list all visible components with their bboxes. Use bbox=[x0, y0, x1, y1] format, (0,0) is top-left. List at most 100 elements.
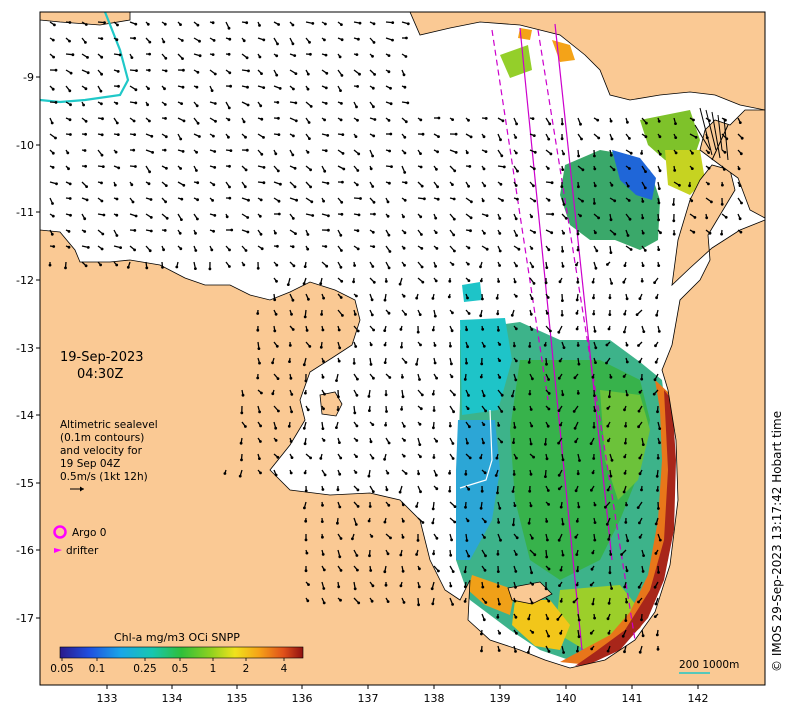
velocity-arrowhead bbox=[209, 268, 212, 271]
velocity-arrowhead bbox=[557, 331, 560, 334]
velocity-arrowhead bbox=[692, 119, 695, 122]
velocity-arrowhead bbox=[278, 213, 281, 216]
velocity-arrowhead bbox=[481, 586, 484, 589]
velocity-arrowhead bbox=[435, 440, 438, 443]
velocity-arrowhead bbox=[292, 88, 295, 91]
velocity-arrowhead bbox=[530, 328, 533, 331]
velocity-arrowhead bbox=[609, 571, 612, 574]
velocity-arrowhead bbox=[610, 587, 613, 590]
velocity-arrowhead bbox=[590, 442, 593, 445]
velocity-arrowhead bbox=[311, 214, 314, 217]
velocity-arrowhead bbox=[259, 472, 262, 475]
velocity-arrowhead bbox=[336, 522, 339, 525]
velocity-arrowhead bbox=[212, 53, 215, 56]
velocity-arrowhead bbox=[371, 423, 374, 426]
velocity-arrowhead bbox=[547, 635, 550, 638]
velocity-arrowhead bbox=[384, 344, 387, 347]
velocity-arrowhead bbox=[498, 232, 501, 235]
velocity-arrowhead bbox=[675, 152, 678, 155]
velocity-arrowhead bbox=[271, 392, 274, 395]
velocity-arrowhead bbox=[642, 443, 645, 446]
velocity-arrowhead bbox=[533, 282, 536, 285]
velocity-arrowhead bbox=[512, 441, 515, 444]
velocity-arrowhead bbox=[623, 586, 626, 589]
velocity-arrowhead bbox=[259, 425, 262, 428]
velocity-arrowhead bbox=[288, 360, 291, 363]
velocity-arrowhead bbox=[645, 135, 648, 138]
colorbar-tick-label: 2 bbox=[243, 663, 250, 675]
lon-tick-label: 137 bbox=[358, 692, 379, 705]
velocity-arrowhead bbox=[322, 587, 325, 590]
velocity-arrowhead bbox=[565, 217, 568, 220]
velocity-arrowhead bbox=[656, 634, 659, 637]
velocity-arrowhead bbox=[608, 313, 611, 316]
velocity-arrowhead bbox=[544, 475, 547, 478]
velocity-arrowhead bbox=[433, 409, 436, 412]
velocity-arrowhead bbox=[359, 197, 362, 200]
velocity-arrowhead bbox=[103, 21, 106, 24]
velocity-arrowhead bbox=[357, 38, 360, 41]
velocity-arrowhead bbox=[372, 457, 375, 460]
velocity-arrowhead bbox=[437, 198, 440, 201]
velocity-arrowhead bbox=[402, 570, 405, 573]
velocity-arrowhead bbox=[593, 168, 596, 171]
velocity-arrowhead bbox=[419, 423, 422, 426]
velocity-arrowhead bbox=[245, 249, 248, 252]
velocity-arrowhead bbox=[513, 345, 516, 348]
velocity-arrowhead bbox=[246, 149, 249, 152]
velocity-arrowhead bbox=[528, 522, 531, 525]
velocity-arrowhead bbox=[498, 649, 501, 652]
colorbar-tick-label: 4 bbox=[281, 663, 288, 675]
velocity-arrowhead bbox=[327, 214, 330, 217]
velocity-arrowhead bbox=[226, 215, 229, 218]
scale-bar-label: 200 1000m bbox=[679, 659, 739, 671]
velocity-arrowhead bbox=[498, 359, 501, 362]
velocity-arrowhead bbox=[102, 165, 105, 168]
velocity-arrowhead bbox=[256, 329, 259, 332]
velocity-arrowhead bbox=[497, 424, 500, 427]
velocity-arrowhead bbox=[182, 150, 185, 153]
velocity-arrowhead bbox=[355, 455, 358, 458]
velocity-arrowhead bbox=[432, 508, 435, 511]
velocity-arrowhead bbox=[164, 117, 167, 120]
velocity-arrowhead bbox=[593, 426, 596, 429]
velocity-arrowhead bbox=[134, 23, 137, 26]
velocity-arrowhead bbox=[400, 584, 403, 587]
velocity-arrowhead bbox=[498, 603, 501, 606]
velocity-arrowhead bbox=[327, 229, 330, 232]
velocity-arrowhead bbox=[636, 313, 639, 316]
lon-tick-label: 136 bbox=[292, 692, 313, 705]
velocity-arrowhead bbox=[653, 393, 656, 396]
velocity-arrowhead bbox=[371, 55, 374, 58]
velocity-arrowhead bbox=[433, 456, 436, 459]
velocity-arrowhead bbox=[404, 152, 407, 155]
velocity-arrowhead bbox=[740, 231, 743, 234]
velocity-arrowhead bbox=[386, 472, 389, 475]
velocity-arrowhead bbox=[530, 571, 533, 574]
velocity-arrowhead bbox=[645, 122, 648, 125]
velocity-arrowhead bbox=[545, 556, 548, 559]
velocity-arrowhead bbox=[402, 215, 405, 218]
velocity-arrowhead bbox=[613, 199, 616, 202]
velocity-arrowhead bbox=[322, 329, 325, 332]
velocity-arrowhead bbox=[246, 216, 249, 219]
velocity-arrowhead bbox=[372, 490, 375, 493]
velocity-arrowhead bbox=[466, 345, 469, 348]
velocity-arrowhead bbox=[292, 24, 295, 27]
velocity-arrowhead bbox=[292, 135, 295, 138]
velocity-arrowhead bbox=[245, 21, 248, 24]
velocity-arrowhead bbox=[548, 199, 551, 202]
velocity-arrowhead bbox=[546, 617, 549, 620]
velocity-arrowhead bbox=[417, 539, 420, 542]
velocity-arrowhead bbox=[148, 170, 151, 173]
velocity-arrowhead bbox=[368, 520, 371, 523]
velocity-arrowhead bbox=[355, 439, 358, 442]
velocity-arrowhead bbox=[304, 392, 307, 395]
velocity-arrowhead bbox=[640, 378, 643, 381]
velocity-arrowhead bbox=[625, 601, 628, 604]
velocity-arrowhead bbox=[434, 362, 437, 365]
velocity-arrowhead bbox=[72, 53, 75, 56]
velocity-arrowhead bbox=[514, 379, 517, 382]
velocity-arrowhead bbox=[528, 361, 531, 364]
